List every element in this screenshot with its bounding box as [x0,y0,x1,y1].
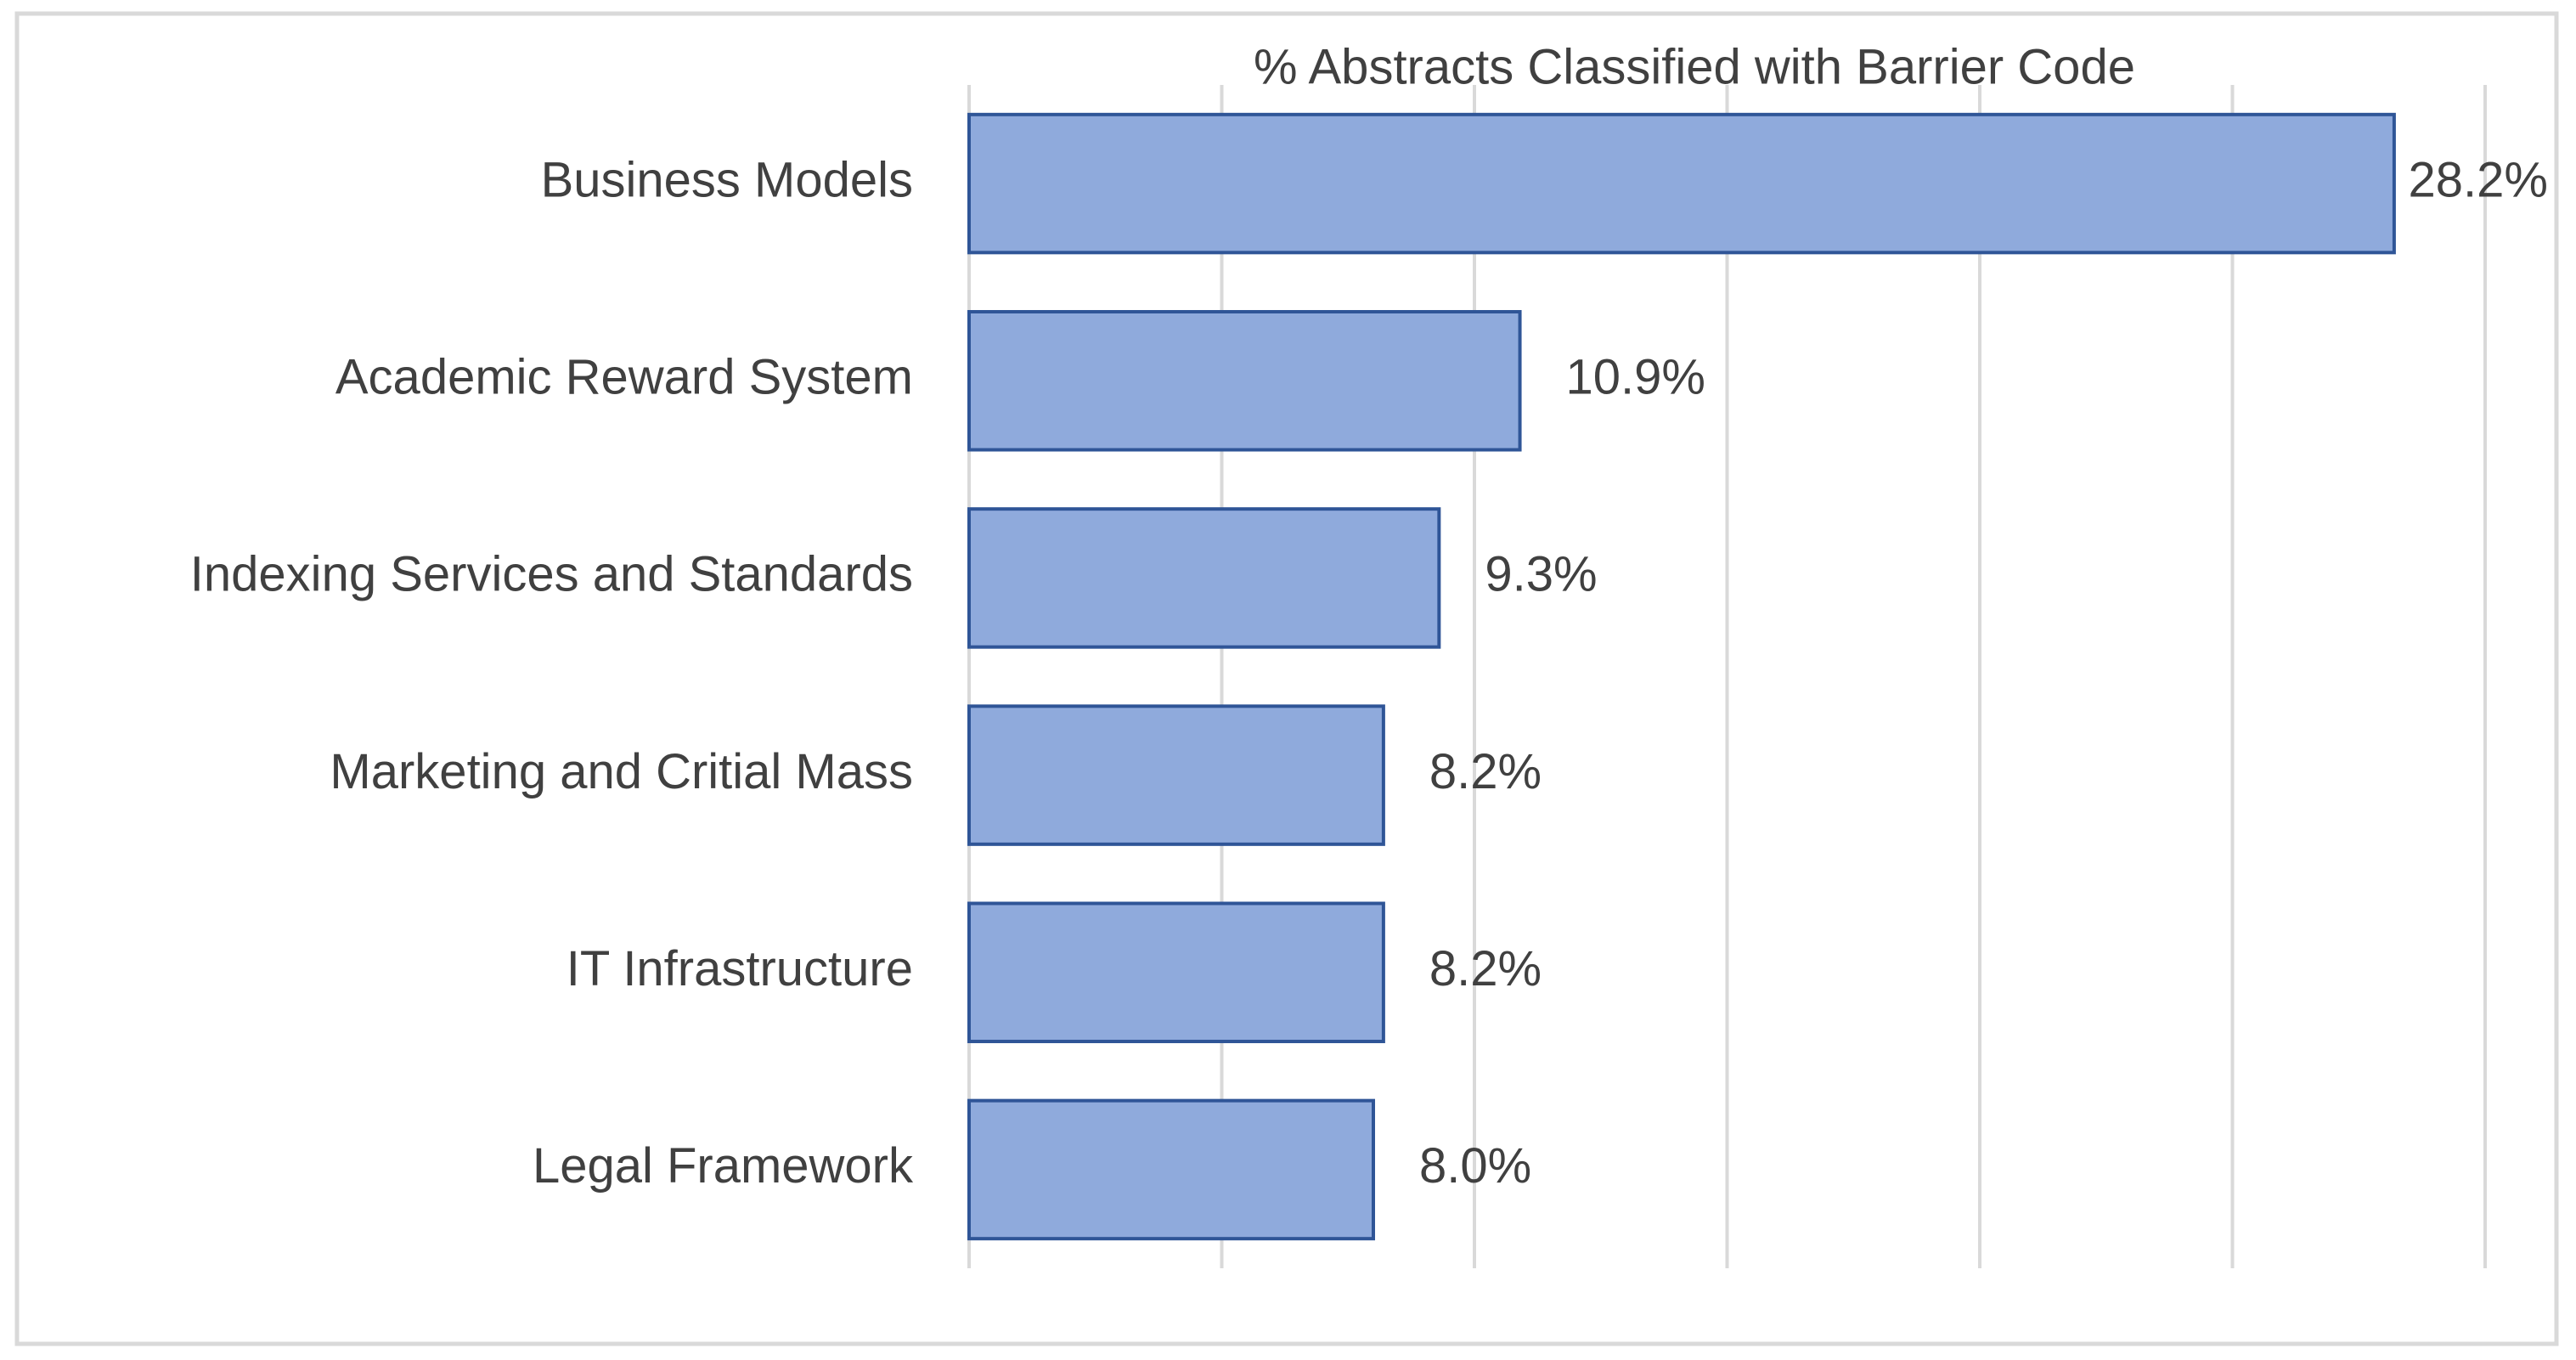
y-tick-label: Legal Framework [533,1138,914,1194]
y-tick-label: Academic Reward System [335,350,913,405]
data-label: 10.9% [1566,350,1705,405]
data-label: 28.2% [2409,152,2548,207]
y-tick-label: Business Models [541,152,913,207]
data-label: 8.2% [1429,941,1542,996]
data-label: 9.3% [1485,547,1597,602]
data-label: 8.2% [1429,744,1542,799]
bar [967,1098,1375,1241]
chart-title: % Abstracts Classified with Barrier Code [1254,39,2135,94]
bar [967,507,1441,649]
y-tick-label: Indexing Services and Standards [190,547,913,602]
y-tick-label: IT Infrastructure [566,941,913,996]
bar [967,309,1522,452]
y-tick-label: Marketing and Critial Mass [330,744,913,799]
bar [967,112,2396,255]
bar [967,704,1385,846]
data-label: 8.0% [1419,1138,1531,1194]
bar [967,901,1385,1044]
